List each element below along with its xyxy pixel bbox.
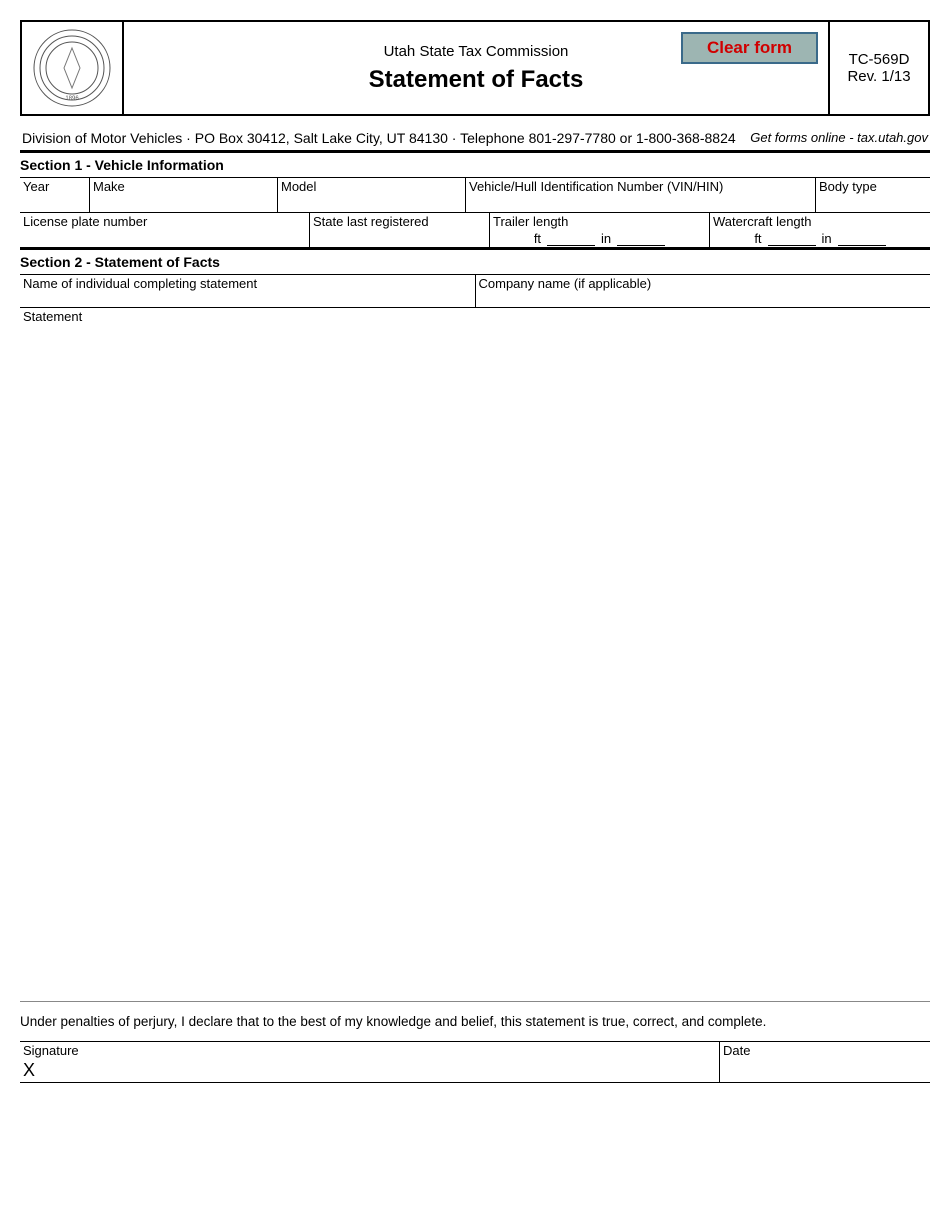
form-header: 1896 Clear form Utah State Tax Commissio… [20,20,930,116]
field-plate[interactable]: License plate number [20,213,310,247]
vehicle-row-2: License plate number State last register… [20,213,930,250]
form-code: TC-569D [849,51,910,68]
signature-row: Signature X Date [20,1041,930,1083]
perjury-block: Under penalties of perjury, I declare th… [20,1001,930,1083]
field-trailer-length[interactable]: Trailer length ft in [490,213,710,247]
field-watercraft-length[interactable]: Watercraft length ft in [710,213,930,247]
section1-heading: Section 1 - Vehicle Information [20,153,930,177]
section2-name-row: Name of individual completing statement … [20,274,930,308]
state-seal-icon: 1896 [32,28,112,108]
signature-x: X [23,1058,716,1081]
form-code-box: TC-569D Rev. 1/13 [828,22,928,114]
field-model[interactable]: Model [278,178,466,212]
watercraft-length-label: Watercraft length [713,214,927,229]
trailer-length-label: Trailer length [493,214,706,229]
water-in-label: in [822,231,832,246]
state-seal-box: 1896 [22,22,124,114]
vehicle-row-1: Year Make Model Vehicle/Hull Identificat… [20,177,930,213]
field-year[interactable]: Year [20,178,90,212]
trailer-in-label: in [601,231,611,246]
field-company-name[interactable]: Company name (if applicable) [476,275,931,307]
signature-label: Signature [23,1043,716,1058]
field-signature[interactable]: Signature X [20,1042,720,1082]
statement-textarea[interactable] [20,325,930,995]
field-make[interactable]: Make [90,178,278,212]
field-individual-name[interactable]: Name of individual completing statement [20,275,476,307]
form-title: Statement of Facts [369,66,584,94]
agency-name: Utah State Tax Commission [384,43,569,60]
clear-form-button[interactable]: Clear form [681,32,818,64]
title-box: Clear form Utah State Tax Commission Sta… [124,22,828,114]
perjury-declaration: Under penalties of perjury, I declare th… [20,1014,930,1029]
water-in-input[interactable] [838,232,886,246]
field-vin[interactable]: Vehicle/Hull Identification Number (VIN/… [466,178,816,212]
trailer-in-input[interactable] [617,232,665,246]
division-info-line: Division of Motor Vehicles · PO Box 3041… [20,130,930,146]
get-forms-online: Get forms online - tax.utah.gov [750,130,928,146]
trailer-ft-label: ft [534,231,541,246]
field-state-registered[interactable]: State last registered [310,213,490,247]
division-address-phone: Division of Motor Vehicles · PO Box 3041… [22,130,736,146]
date-label: Date [723,1043,927,1058]
form-revision: Rev. 1/13 [847,68,910,85]
field-date[interactable]: Date [720,1042,930,1082]
water-ft-input[interactable] [768,232,816,246]
field-body-type[interactable]: Body type [816,178,930,212]
svg-text:1896: 1896 [65,96,79,102]
trailer-ft-input[interactable] [547,232,595,246]
section2-heading: Section 2 - Statement of Facts [20,250,930,274]
water-ft-label: ft [754,231,761,246]
statement-label: Statement [20,308,930,325]
